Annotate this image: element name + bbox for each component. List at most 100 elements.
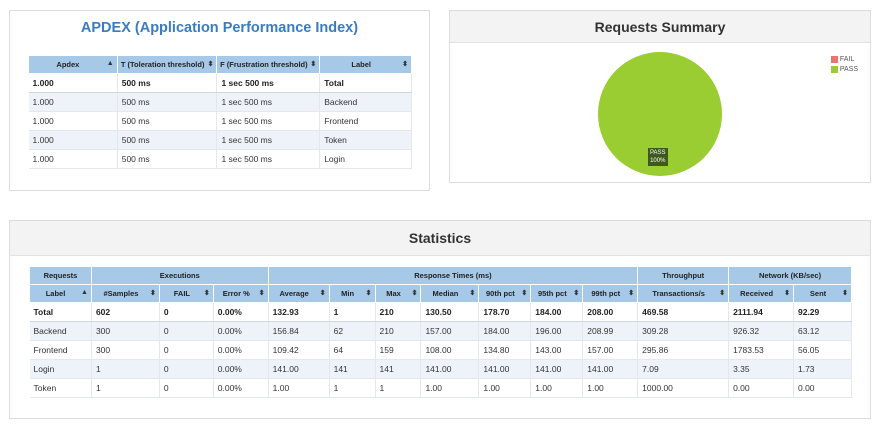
sort-icon[interactable]: ⬍ — [365, 290, 372, 297]
sort-asc-icon[interactable]: ▲ — [106, 60, 114, 67]
stats-col-90th-pct[interactable]: 90th pct ⬍ — [478, 284, 532, 303]
table-cell: 108.00 — [420, 340, 480, 360]
table-cell: 141.00 — [530, 359, 584, 379]
table-cell: 3.35 — [728, 359, 794, 379]
stats-col-label[interactable]: Label ▲ — [29, 284, 92, 303]
stats-col-95th-pct[interactable]: 95th pct ⬍ — [530, 284, 584, 303]
stats-col-received[interactable]: Received ⬍ — [728, 284, 794, 303]
table-row: Login 1 0 0.00% 141.00 141 141 141.00 141.00 141.… — [29, 359, 853, 379]
table-cell: 1783.53 — [728, 340, 794, 360]
sort-icon[interactable]: ⬍ — [149, 290, 156, 297]
sort-icon[interactable]: ⬍ — [628, 290, 635, 297]
table-cell: Total — [29, 302, 92, 322]
legend-item-pass[interactable]: PASS — [830, 64, 858, 74]
table-cell: 1 — [375, 378, 422, 398]
table-cell: 208.99 — [582, 321, 639, 341]
table-row: 1.000 500 ms 1 sec 500 ms Login — [28, 149, 412, 169]
apdex-col-apdex[interactable]: Apdex ▲ — [28, 55, 118, 74]
table-cell: 1.000 — [28, 111, 118, 131]
table-cell: 0.00 — [793, 378, 853, 398]
table-cell: 0.00% — [213, 340, 269, 360]
pie-slice-pass[interactable] — [598, 52, 722, 176]
table-row: 1.000 500 ms 1 sec 500 ms Backend — [28, 92, 412, 112]
stats-col-transactions-s[interactable]: Transactions/s ⬍ — [637, 284, 730, 303]
sort-icon[interactable]: ⬍ — [411, 290, 418, 297]
sort-icon[interactable]: ⬍ — [784, 290, 790, 297]
table-cell: 141.00 — [478, 359, 532, 379]
table-row: Frontend 300 0 0.00% 109.42 64 159 108.00 134.80… — [29, 340, 853, 360]
table-cell: 1.000 — [28, 130, 118, 150]
legend-item-fail[interactable]: FAIL — [830, 54, 858, 64]
table-cell: 134.80 — [478, 340, 532, 360]
apdex-col-f-frustration-threshold[interactable]: F (Frustration threshold) ⬍ — [216, 55, 321, 74]
table-row: Token 1 0 0.00% 1.00 1 1 1.00 1.00 1.00 1.00 1000.0… — [29, 378, 853, 398]
table-cell: 0.00% — [213, 321, 269, 341]
table-cell: 130.50 — [420, 302, 480, 322]
sort-icon[interactable]: ⬍ — [207, 61, 214, 68]
statistics-title: Statistics — [10, 221, 870, 256]
table-cell: 7.09 — [637, 359, 730, 379]
legend-swatch — [830, 55, 838, 63]
table-cell: 1 sec 500 ms — [216, 130, 321, 150]
stats-col-fail[interactable]: FAIL ⬍ — [158, 284, 214, 303]
table-cell: 1.00 — [582, 378, 639, 398]
stats-col-error[interactable]: Error % ⬍ — [212, 284, 269, 303]
stats-col-samples[interactable]: #Samples ⬍ — [90, 284, 160, 303]
table-cell: 469.58 — [637, 302, 730, 322]
table-cell: Backend — [319, 92, 412, 112]
sort-icon[interactable]: ⬍ — [258, 290, 265, 297]
summary-title: Requests Summary — [450, 11, 870, 43]
stats-col-sent[interactable]: Sent ⬍ — [792, 284, 853, 303]
table-cell: 141.00 — [582, 359, 639, 379]
stats-col-average[interactable]: Average ⬍ — [267, 284, 330, 303]
table-cell: 1 — [91, 359, 160, 379]
table-cell: 157.00 — [582, 340, 639, 360]
table-cell: 1 — [329, 302, 376, 322]
table-cell: 208.00 — [582, 302, 639, 322]
table-cell: 500 ms — [117, 111, 218, 131]
stats-col-99th-pct[interactable]: 99th pct ⬍ — [582, 284, 639, 303]
apdex-table: Apdex ▲ T (Toleration threshold) ⬍ F (Frustr… — [28, 55, 412, 169]
table-cell: 500 ms — [117, 73, 218, 93]
sort-icon[interactable]: ⬍ — [573, 290, 580, 297]
sort-icon[interactable]: ⬍ — [719, 290, 726, 297]
table-cell: 0.00% — [213, 378, 269, 398]
apdex-col-t-toleration-threshold[interactable]: T (Toleration threshold) ⬍ — [116, 55, 218, 74]
table-row: 1.000 500 ms 1 sec 500 ms Token — [28, 130, 412, 150]
stats-col-max[interactable]: Max ⬍ — [374, 284, 422, 303]
table-cell: 500 ms — [117, 149, 218, 169]
table-cell: 156.84 — [268, 321, 330, 341]
table-cell: 309.28 — [637, 321, 730, 341]
table-row: Total 602 0 0.00% 132.93 1 210 130.50 178.70 184.… — [29, 302, 853, 322]
apdex-panel: APDEX (Application Performance Index) Ap… — [9, 10, 430, 191]
table-cell: 132.93 — [268, 302, 330, 322]
stats-col-min[interactable]: Min ⬍ — [328, 284, 376, 303]
table-cell: 1.73 — [793, 359, 853, 379]
sort-icon[interactable]: ⬍ — [319, 290, 326, 297]
table-cell: 0.00 — [728, 378, 794, 398]
table-cell: 1 sec 500 ms — [216, 111, 321, 131]
table-cell: 0 — [159, 378, 214, 398]
group-header-throughput: Throughput — [637, 266, 730, 285]
stats-col-median[interactable]: Median ⬍ — [420, 284, 480, 303]
table-cell: 0 — [159, 340, 214, 360]
sort-icon[interactable]: ⬍ — [842, 290, 848, 297]
table-cell: 295.86 — [637, 340, 730, 360]
apdex-col-label[interactable]: Label ⬍ — [319, 55, 412, 74]
statistics-table: Requests Executions Response Times (ms) Thr… — [29, 266, 853, 398]
table-row: 1.000 500 ms 1 sec 500 ms Frontend — [28, 111, 412, 131]
sort-icon[interactable]: ⬍ — [310, 61, 317, 68]
sort-icon[interactable]: ⬍ — [469, 290, 476, 297]
table-cell: 500 ms — [117, 130, 218, 150]
sort-icon[interactable]: ⬍ — [203, 290, 210, 297]
table-cell: Token — [29, 378, 92, 398]
sort-icon[interactable]: ⬍ — [402, 61, 408, 68]
table-cell: 1 sec 500 ms — [216, 73, 321, 93]
sort-icon[interactable]: ⬍ — [521, 290, 528, 297]
group-header-executions: Executions — [90, 266, 269, 285]
table-cell: 1.00 — [268, 378, 330, 398]
sort-asc-icon[interactable]: ▲ — [81, 289, 88, 296]
table-cell: Frontend — [29, 340, 92, 360]
table-cell: 1.00 — [530, 378, 584, 398]
apdex-header-row: Apdex ▲ T (Toleration threshold) ⬍ F (Frustr… — [28, 55, 412, 74]
